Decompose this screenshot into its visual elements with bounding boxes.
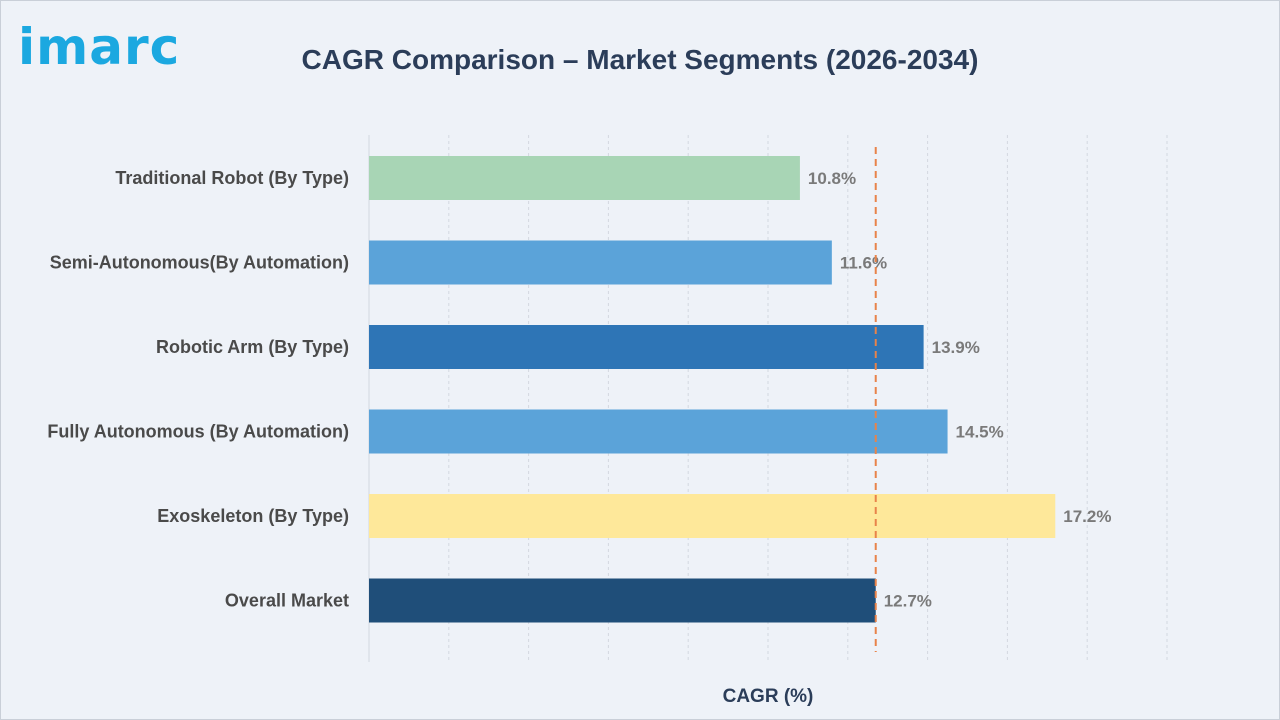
- data-label: 13.9%: [932, 338, 980, 357]
- category-label: Fully Autonomous (By Automation): [47, 422, 349, 442]
- category-label: Semi-Autonomous(By Automation): [50, 253, 349, 273]
- data-label: 14.5%: [956, 423, 1004, 442]
- bar: [369, 409, 948, 454]
- bar: [369, 240, 832, 285]
- data-label: 12.7%: [884, 592, 932, 611]
- data-label: 17.2%: [1063, 507, 1111, 526]
- data-label: 11.6%: [840, 254, 887, 273]
- bar: [369, 325, 924, 369]
- category-label: Overall Market: [225, 591, 349, 611]
- bar: [369, 578, 876, 623]
- category-label: Traditional Robot (By Type): [115, 168, 349, 188]
- chart-title: CAGR Comparison – Market Segments (2026-…: [301, 44, 979, 75]
- data-label: 10.8%: [808, 169, 856, 188]
- category-label: Robotic Arm (By Type): [156, 337, 349, 357]
- x-axis-label: CAGR (%): [722, 686, 814, 707]
- imarc-logo: imarc: [18, 18, 181, 76]
- bar: [369, 494, 1056, 538]
- category-label: Exoskeleton (By Type): [157, 506, 349, 526]
- bar: [369, 156, 800, 200]
